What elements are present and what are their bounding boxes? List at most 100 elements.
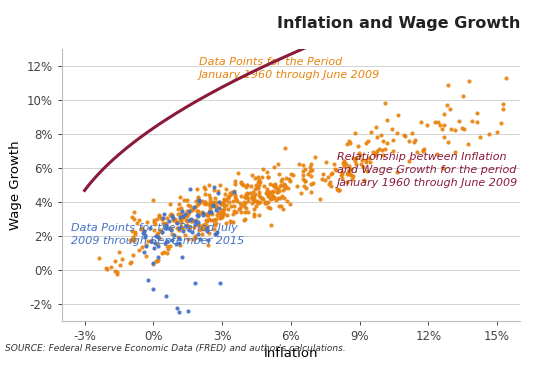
Point — [158, 250, 166, 256]
Point — [175, 242, 184, 248]
Point — [299, 162, 308, 168]
Point — [358, 157, 366, 163]
Point — [180, 213, 189, 219]
Point — [118, 256, 126, 262]
Point — [465, 77, 473, 84]
Point — [193, 194, 202, 200]
Point — [221, 197, 230, 203]
Point — [352, 161, 360, 167]
Point — [440, 110, 448, 117]
Point — [364, 138, 373, 145]
Point — [299, 172, 307, 178]
Point — [250, 210, 259, 217]
Point — [307, 161, 315, 167]
Point — [458, 124, 467, 131]
Point — [388, 126, 397, 132]
Point — [343, 170, 352, 177]
Point — [183, 197, 191, 203]
Point — [205, 206, 214, 212]
Point — [436, 122, 444, 128]
Point — [224, 194, 233, 201]
Point — [349, 173, 358, 179]
Point — [263, 188, 271, 194]
Point — [128, 228, 136, 234]
Point — [203, 237, 212, 243]
Point — [158, 216, 167, 223]
Point — [152, 258, 161, 264]
Point — [242, 184, 251, 190]
Point — [185, 208, 193, 214]
Text: Data Points for the Period
January 1960 through June 2009: Data Points for the Period January 1960 … — [199, 57, 381, 80]
Point — [303, 171, 312, 177]
Point — [154, 212, 163, 218]
Point — [418, 147, 427, 154]
Point — [218, 208, 227, 214]
Point — [331, 167, 340, 173]
Point — [219, 201, 228, 207]
Text: L: L — [222, 370, 232, 382]
Point — [166, 201, 175, 207]
Point — [184, 217, 193, 224]
Point — [255, 189, 263, 195]
Point — [175, 226, 184, 233]
Point — [263, 169, 272, 175]
Point — [193, 231, 202, 237]
Point — [135, 247, 143, 254]
Point — [417, 119, 426, 125]
Point — [433, 151, 442, 157]
Point — [233, 198, 241, 204]
Point — [189, 206, 197, 212]
Point — [192, 202, 201, 209]
Point — [338, 171, 346, 177]
Point — [419, 146, 428, 152]
Point — [168, 215, 177, 221]
Point — [211, 195, 219, 201]
Text: ANK: ANK — [136, 371, 166, 380]
Point — [130, 209, 138, 215]
Point — [186, 186, 195, 193]
Point — [149, 261, 158, 267]
Point — [281, 185, 289, 191]
Point — [147, 238, 155, 244]
Point — [194, 219, 203, 226]
Point — [141, 234, 150, 240]
Point — [265, 181, 274, 187]
Point — [162, 215, 171, 221]
Point — [473, 110, 481, 116]
Point — [129, 237, 137, 243]
Point — [239, 203, 248, 209]
Point — [201, 199, 210, 205]
Point — [392, 130, 401, 137]
Point — [172, 219, 181, 225]
Point — [258, 166, 267, 172]
Point — [260, 199, 269, 205]
Point — [459, 126, 468, 132]
Point — [410, 138, 418, 145]
Point — [133, 220, 142, 226]
Point — [150, 219, 159, 225]
Point — [411, 137, 420, 143]
Point — [250, 197, 259, 203]
Point — [215, 214, 224, 220]
Point — [278, 193, 286, 199]
Point — [204, 242, 213, 249]
Point — [177, 205, 185, 212]
Point — [351, 158, 359, 165]
Point — [179, 214, 188, 220]
Point — [498, 101, 507, 107]
Point — [219, 209, 228, 215]
Point — [193, 222, 202, 228]
Point — [251, 182, 260, 188]
Point — [254, 200, 262, 207]
Point — [208, 200, 217, 206]
Point — [345, 140, 354, 146]
Point — [316, 196, 325, 202]
Text: B: B — [128, 370, 139, 382]
Point — [195, 227, 203, 233]
Point — [255, 182, 264, 188]
Point — [362, 159, 370, 165]
Point — [212, 207, 220, 214]
Point — [175, 214, 184, 220]
Point — [241, 209, 250, 215]
Point — [110, 258, 119, 264]
